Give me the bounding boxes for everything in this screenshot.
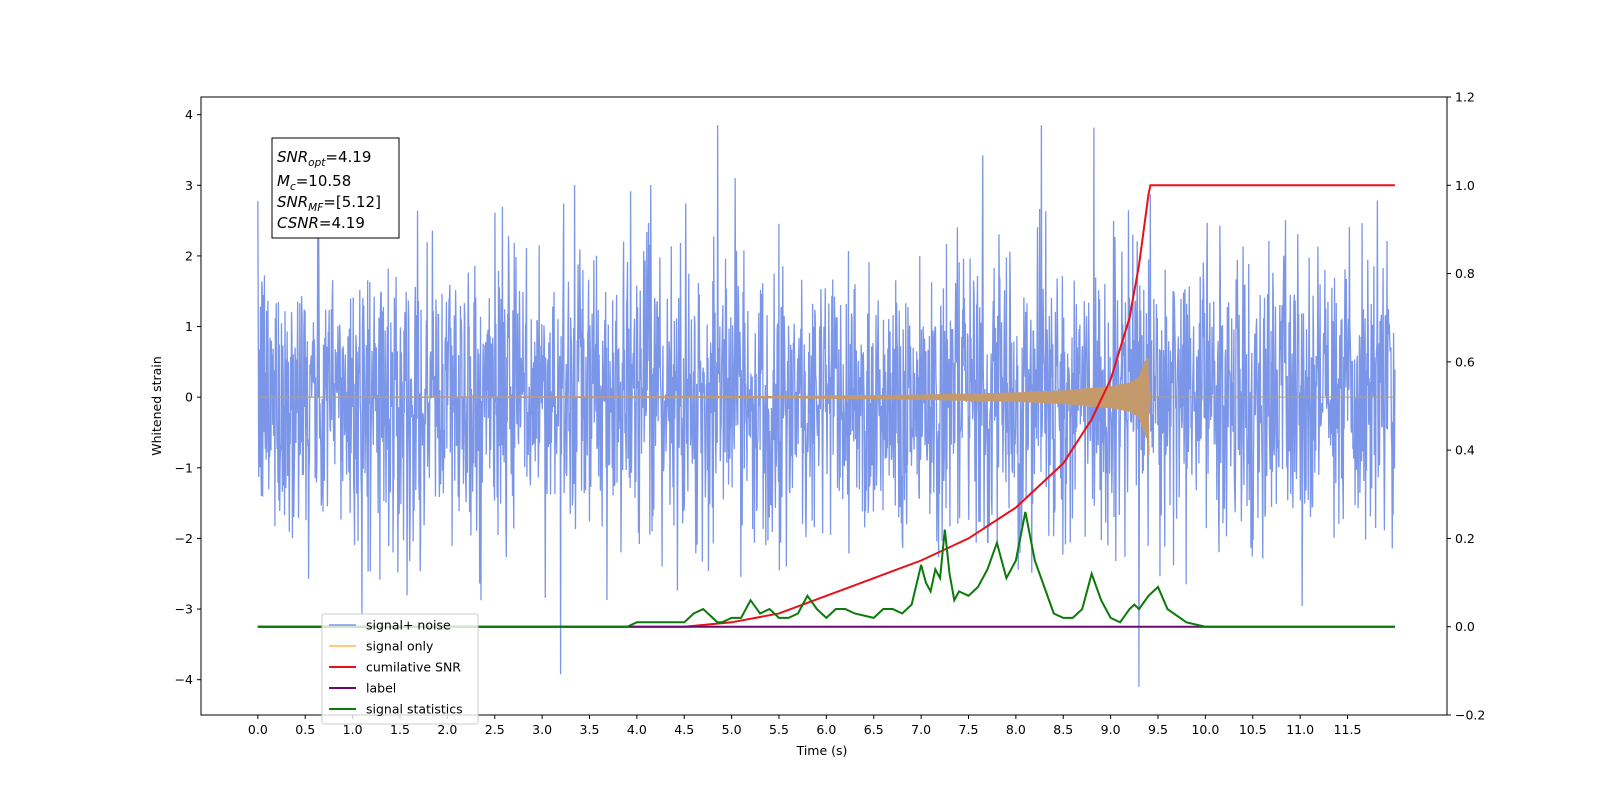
y-axis-left: 4 3 2 1 0 −1 −2 −3 −4 (175, 107, 201, 687)
legend-box (321, 613, 479, 725)
annotation-snr-opt: SNRopt=4.19 (277, 148, 371, 169)
series-signal-noise (257, 125, 1396, 687)
x-tick-label: 10.5 (1239, 722, 1267, 737)
x-axis-label: Time (s) (796, 743, 848, 758)
x-tick-label: 9.0 (1101, 722, 1121, 737)
x-tick-label: 6.0 (816, 722, 836, 737)
legend-item: signal statistics (366, 702, 463, 717)
x-tick-label: 10.0 (1191, 722, 1219, 737)
y-tick-label: 1 (185, 319, 193, 334)
x-tick-label: 0.0 (248, 722, 268, 737)
y2-tick-label: 1.2 (1455, 90, 1475, 105)
x-tick-label: 2.5 (485, 722, 505, 737)
series-signal-statistics (257, 511, 1395, 628)
legend: signal+ noise signal only cumilative SNR la… (321, 613, 479, 725)
y2-tick-label: 0.8 (1455, 266, 1475, 281)
x-tick-label: 2.0 (437, 722, 457, 737)
x-tick-label: 1.5 (390, 722, 410, 737)
y-tick-label: 2 (185, 248, 193, 263)
y-tick-label: 4 (185, 107, 193, 122)
annotation-snr-mf: SNRMF=[5.12] (277, 193, 381, 214)
x-axis: 0.0 0.5 1.0 1.5 2.0 2.5 3.0 3.5 4.0 4.5 5.0 5.5 6.0 6… (248, 715, 1362, 737)
x-tick-label: 5.0 (722, 722, 742, 737)
y2-tick-label: 0.4 (1455, 443, 1475, 458)
y-tick-label: 0 (185, 390, 193, 405)
x-tick-label: 8.5 (1053, 722, 1073, 737)
y2-tick-label: 0.0 (1455, 619, 1475, 634)
x-tick-label: 4.0 (627, 722, 647, 737)
legend-item: cumilative SNR (366, 660, 461, 675)
metrics-annotation: SNRopt=4.19 Mc=10.58 SNRMF=[5.12] CSNR=4… (271, 137, 400, 239)
y2-tick-label: 1.0 (1455, 178, 1475, 193)
plot-frame (200, 96, 1448, 716)
series-cumulative-snr (257, 184, 1395, 628)
legend-item: signal+ noise (366, 618, 451, 633)
x-tick-label: 1.0 (343, 722, 363, 737)
x-tick-label: 7.5 (959, 722, 979, 737)
x-tick-label: 6.5 (864, 722, 884, 737)
y-axis-label: Whitened strain (149, 356, 164, 455)
annotation-mc: Mc=10.58 (277, 172, 351, 193)
y-tick-label: −4 (175, 672, 193, 687)
series-layer (257, 125, 1396, 687)
x-tick-label: 3.0 (532, 722, 552, 737)
y2-tick-label: −0.2 (1455, 708, 1485, 723)
y2-tick-label: 0.2 (1455, 531, 1475, 546)
x-tick-label: 7.0 (911, 722, 931, 737)
y-axis-right: 1.2 1.0 0.8 0.6 0.4 0.2 0.0 −0.2 (1447, 90, 1485, 723)
x-tick-label: 8.0 (1006, 722, 1026, 737)
x-tick-label: 5.5 (769, 722, 789, 737)
x-tick-label: 4.5 (674, 722, 694, 737)
x-tick-label: 11.0 (1286, 722, 1314, 737)
x-tick-label: 0.5 (295, 722, 315, 737)
series-signal-only (257, 358, 1395, 439)
x-tick-label: 9.5 (1148, 722, 1168, 737)
legend-item: signal only (366, 639, 434, 654)
x-tick-label: 3.5 (580, 722, 600, 737)
legend-item: label (366, 681, 396, 696)
signal-merger-spike (1146, 358, 1150, 456)
y-tick-label: −2 (175, 531, 193, 546)
annotation-csnr: CSNR=4.19 (277, 214, 365, 232)
x-tick-label: 11.5 (1334, 722, 1362, 737)
y-tick-label: −3 (175, 602, 193, 617)
y-tick-label: −1 (175, 460, 193, 475)
y2-tick-label: 0.6 (1455, 354, 1475, 369)
y-tick-label: 3 (185, 178, 193, 193)
